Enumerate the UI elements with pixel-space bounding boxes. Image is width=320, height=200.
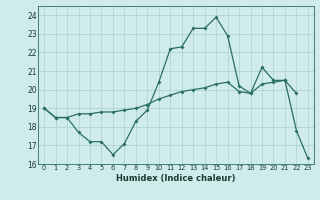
X-axis label: Humidex (Indice chaleur): Humidex (Indice chaleur) xyxy=(116,174,236,183)
